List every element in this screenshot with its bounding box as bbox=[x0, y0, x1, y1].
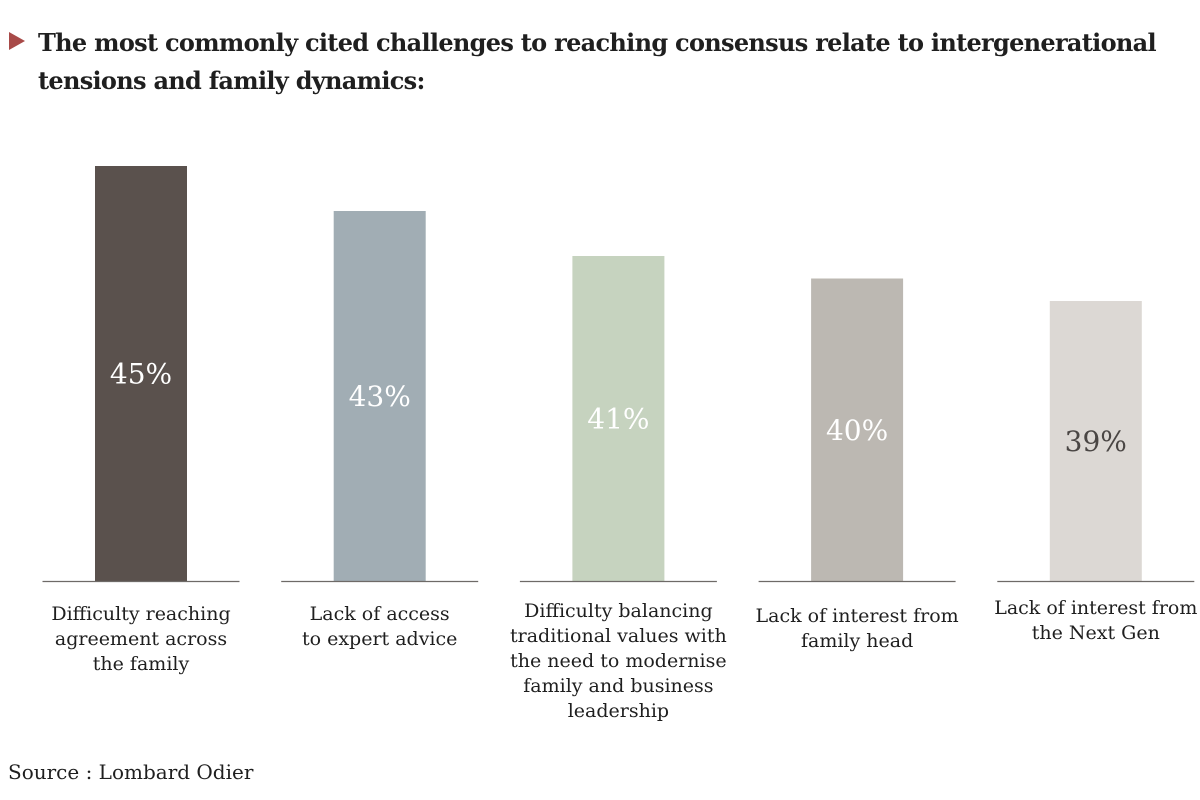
category-label-2: Lack of access to expert advice bbox=[301, 603, 458, 650]
category-label-5: Lack of interest from the Next Gen bbox=[994, 597, 1198, 644]
source-note: Source : Lombard Odier bbox=[8, 760, 254, 784]
bar-value-label-4: 40% bbox=[826, 414, 888, 447]
bar-value-label-5: 39% bbox=[1065, 425, 1127, 458]
bar-4 bbox=[811, 278, 904, 581]
chart-title: The most commonly cited challenges to re… bbox=[38, 28, 1157, 95]
bar-value-label-1: 45% bbox=[110, 358, 172, 391]
bar-3 bbox=[572, 256, 665, 581]
category-label-3: Difficulty balancing traditional values … bbox=[510, 600, 727, 722]
title-marker-icon bbox=[9, 32, 25, 50]
bar-5 bbox=[1049, 301, 1142, 581]
category-label-4: Lack of interest from family head bbox=[755, 605, 959, 652]
bar-2 bbox=[333, 211, 426, 581]
bar-1 bbox=[95, 166, 187, 581]
category-label-1: Difficulty reaching agreement across the… bbox=[51, 603, 231, 675]
bar-value-label-3: 41% bbox=[587, 403, 649, 436]
bar-value-label-2: 43% bbox=[349, 380, 411, 413]
